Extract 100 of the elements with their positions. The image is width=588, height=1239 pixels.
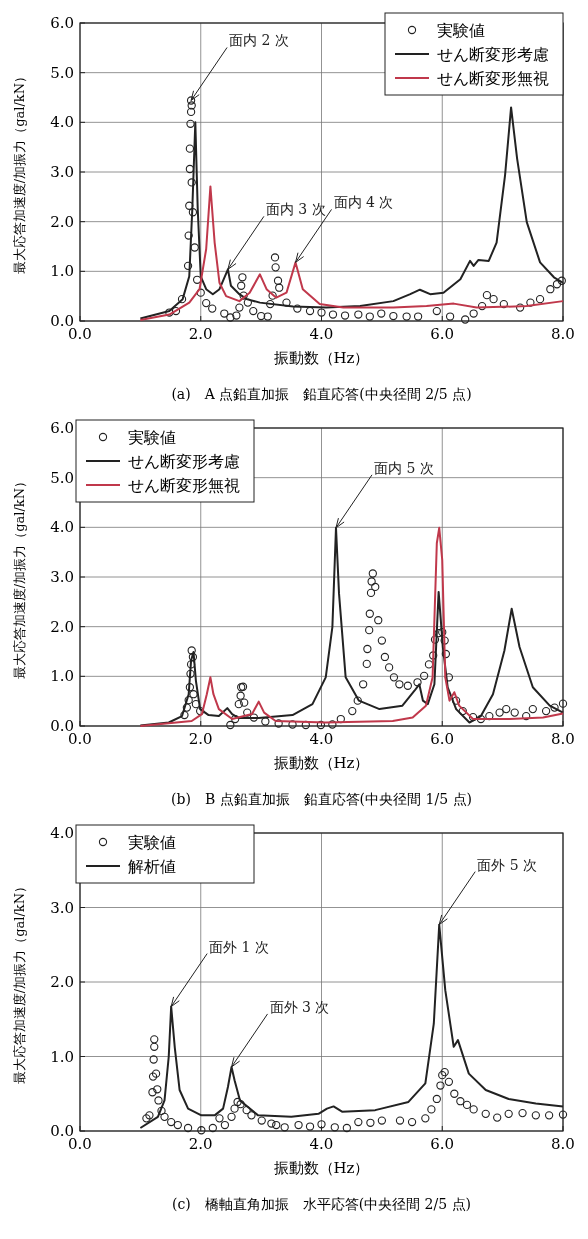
x-tick-label: 4.0 [309,325,334,343]
x-tick-label: 0.0 [68,730,92,748]
point [450,1089,459,1098]
point [157,1106,166,1116]
point [227,1112,236,1121]
legend-label: 実験値 [437,21,485,40]
point [481,1109,490,1119]
point [438,1070,447,1080]
line-series [139,185,564,322]
point [354,1117,363,1127]
point [432,1094,441,1104]
y-tick-label: 5.0 [50,468,74,487]
y-tick-label: 4.0 [50,113,74,132]
point [160,1112,169,1121]
x-axis-title: 振動数（Hz） [273,349,370,367]
text: (c) 橋軸直角加振 水平応答(中央径間 2/5 点) [171,1196,472,1212]
point [427,1105,436,1114]
annotation: 面内 5 次 [373,459,434,476]
x-tick-label: 6.0 [430,730,455,748]
point [142,1114,151,1123]
y-tick-label: 4.0 [50,518,74,537]
x-tick-label: 2.0 [188,1135,213,1153]
text: (b) B 点鉛直加振 鉛直応答(中央径間 1/5 点) [171,791,472,807]
point [407,1117,417,1127]
y-tick-label: 2.0 [50,212,74,231]
x-tick-label: 2.0 [188,730,213,748]
point [145,1111,154,1120]
point [173,1120,182,1130]
legend-label: 解析値 [128,857,176,876]
annotation: 面外 1 次 [209,938,269,955]
point [148,1088,157,1097]
point [493,1113,502,1122]
y-axis-title: 最大応答加速度/加振力（gal/kN） [12,69,27,275]
x-tick-label: 8.0 [551,730,575,748]
point [305,1122,315,1131]
x-tick-label: 4.0 [309,730,334,748]
point [462,1100,472,1110]
y-tick-label: 6.0 [50,419,74,437]
point [148,1072,158,1081]
point [151,1069,161,1078]
point [294,1120,303,1130]
point [544,1111,554,1120]
y-tick-label: 4.0 [50,824,74,842]
point [150,1042,159,1051]
point [183,1123,193,1133]
y-tick-label: 3.0 [50,568,74,586]
y-tick-label: 1.0 [50,667,74,686]
annotation: 面外 5 次 [477,856,538,873]
x-tick-label: 8.0 [551,325,575,343]
point [280,1123,289,1132]
point [220,1120,230,1130]
point [421,1114,430,1123]
point [167,1117,176,1127]
x-tick-label: 8.0 [551,1135,575,1153]
legend-label: せん断変形考慮 [437,45,549,64]
point [342,1123,352,1133]
point [436,1081,445,1090]
point [149,1055,158,1064]
point [395,1116,405,1125]
y-tick-label: 5.0 [50,63,74,82]
legend-label: せん断変形考慮 [128,452,240,471]
y-tick-label: 3.0 [50,163,74,181]
point [330,1123,339,1132]
y-axis-title: 最大応答加速度/加振力（gal/kN） [12,474,27,680]
point [267,1119,276,1128]
point [558,1110,568,1119]
point [440,1068,449,1077]
point [153,1085,162,1094]
annotation: 面内 2 次 [229,32,289,49]
legend-label: 実験値 [128,428,176,447]
x-tick-label: 0.0 [68,1135,92,1153]
legend-label: せん断変形無視 [437,69,549,88]
point [366,1118,375,1127]
y-tick-label: 1.0 [50,1047,74,1066]
y-tick-label: 6.0 [50,14,74,32]
point [257,1116,266,1125]
point [444,1077,454,1086]
x-axis-title: 振動数（Hz） [273,1159,370,1177]
x-tick-label: 6.0 [430,325,455,343]
annotation: 面内 3 次 [265,201,326,218]
point [150,1035,159,1044]
point [154,1096,163,1105]
legend-label: せん断変形無視 [128,476,240,495]
point [197,1126,206,1135]
annotation: 面内 4 次 [333,194,394,211]
point [272,1120,281,1130]
point [215,1114,224,1123]
annotation: 面外 3 次 [269,998,330,1015]
y-tick-label: 2.0 [50,973,74,991]
point [518,1108,527,1118]
point [469,1105,478,1114]
point [242,1105,251,1115]
x-tick-label: 6.0 [430,1135,455,1153]
point [230,1104,239,1113]
point [377,1116,387,1125]
x-tick-label: 4.0 [309,1135,334,1153]
text: (a) A 点鉛直加振 鉛直応答(中央径間 2/5 点) [171,386,472,402]
x-tick-label: 2.0 [188,325,213,343]
legend-label: 実験値 [128,833,176,852]
y-axis-title: 最大応答加速度/加振力（gal/kN） [12,879,27,1085]
